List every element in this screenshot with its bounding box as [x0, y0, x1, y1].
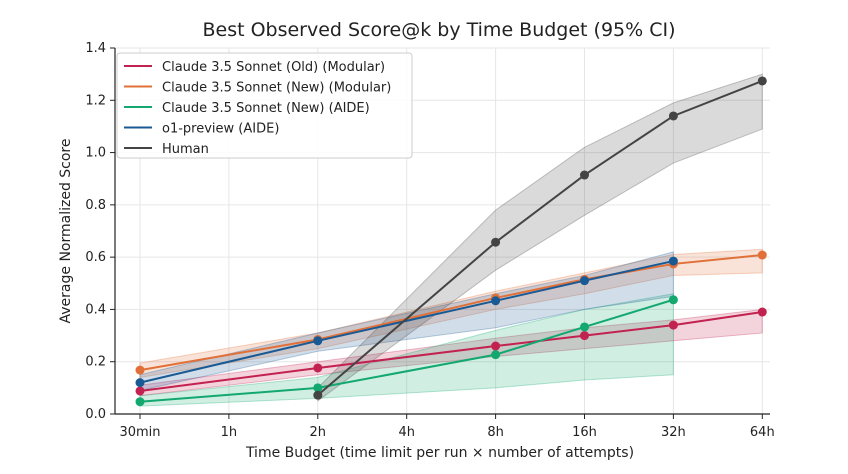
x-tick-label: 2h — [310, 425, 327, 440]
data-point — [313, 390, 323, 400]
x-tick-label: 30min — [119, 425, 160, 440]
data-point — [668, 320, 678, 330]
chart-title: Best Observed Score@k by Time Budget (95… — [202, 19, 675, 41]
x-axis-label: Time Budget (time limit per run × number… — [245, 445, 634, 461]
y-tick-label: 1.0 — [85, 146, 106, 161]
data-point — [580, 170, 589, 180]
data-point — [757, 307, 767, 317]
legend-box — [116, 52, 413, 159]
legend-entry: Claude 3.5 Sonnet (Old) (Modular) — [162, 60, 385, 75]
data-point — [491, 296, 501, 306]
data-point — [580, 322, 589, 332]
y-tick-label: 1.4 — [85, 41, 106, 56]
legend-entry: Claude 3.5 Sonnet (New) (Modular) — [162, 81, 391, 96]
data-point — [491, 350, 501, 360]
data-point — [135, 386, 145, 396]
y-tick-label: 1.2 — [85, 93, 106, 108]
data-point — [580, 331, 589, 341]
x-tick-label: 64h — [750, 425, 775, 440]
data-point — [580, 276, 589, 286]
x-tick-label: 8h — [487, 425, 504, 440]
data-point — [668, 256, 678, 266]
y-tick-label: 0.0 — [85, 407, 106, 422]
data-point — [313, 336, 323, 346]
data-point — [668, 111, 678, 121]
data-point — [757, 250, 767, 260]
series-line — [139, 254, 763, 372]
data-point — [135, 397, 145, 407]
data-point — [313, 363, 323, 373]
x-tick-label: 16h — [572, 425, 597, 440]
data-point — [135, 378, 145, 388]
y-tick-label: 0.6 — [85, 250, 106, 265]
data-point — [668, 295, 678, 305]
x-tick-label: 1h — [221, 425, 238, 440]
ci-band — [139, 308, 763, 397]
data-point — [135, 365, 145, 375]
legend-entry: Human — [162, 142, 209, 157]
y-tick-label: 0.4 — [85, 302, 106, 317]
ci-band — [139, 293, 674, 407]
y-tick-label: 0.2 — [85, 355, 106, 370]
data-point — [757, 76, 767, 86]
x-tick-label: 32h — [661, 425, 686, 440]
legend-entry: Claude 3.5 Sonnet (New) (AIDE) — [162, 101, 370, 116]
x-tick-label: 4h — [398, 425, 415, 440]
data-point — [313, 383, 323, 393]
y-tick-label: 0.8 — [85, 198, 106, 213]
legend: Claude 3.5 Sonnet (Old) (Modular) Claude … — [116, 52, 413, 159]
y-axis-label: Average Normalized Score — [58, 139, 74, 324]
data-point — [491, 341, 501, 351]
legend-entry: o1-preview (AIDE) — [162, 122, 279, 137]
data-point — [491, 237, 501, 247]
